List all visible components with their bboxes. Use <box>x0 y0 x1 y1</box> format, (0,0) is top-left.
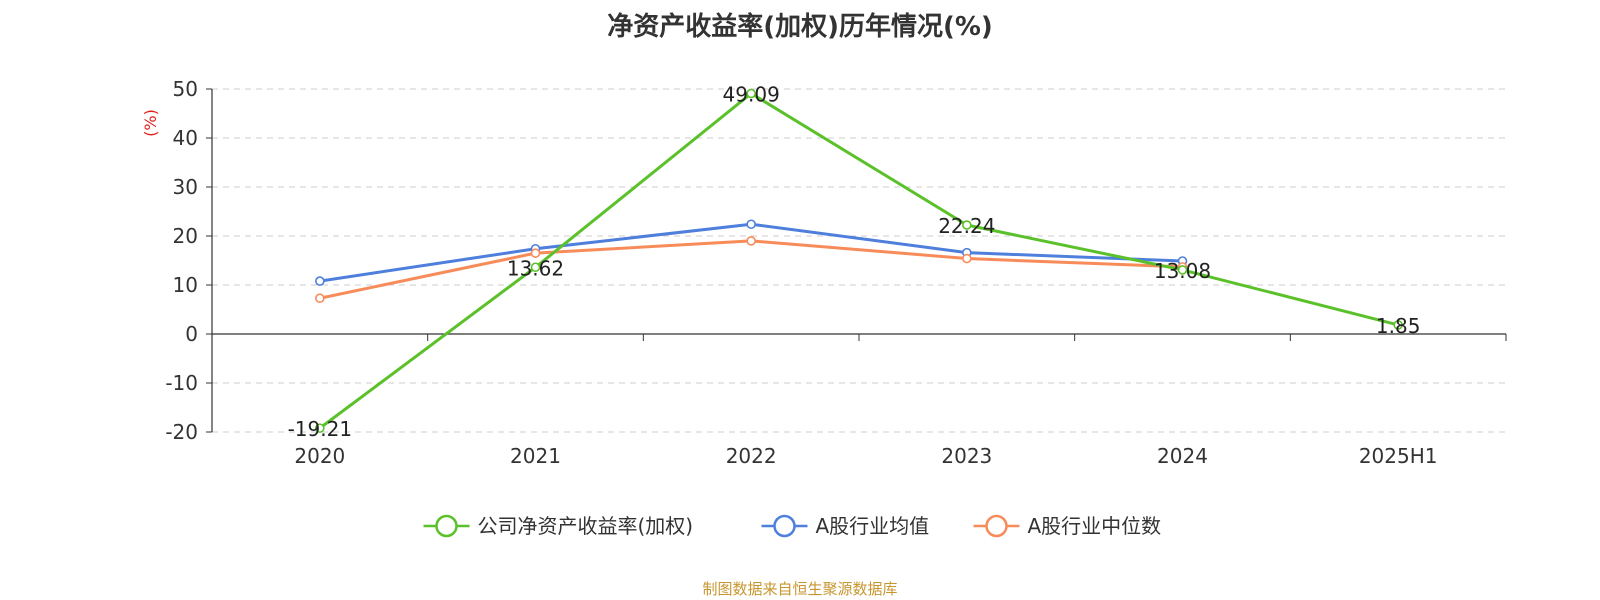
legend-swatch-marker <box>985 514 1008 538</box>
data-label: 1.85 <box>1376 314 1421 338</box>
y-tick-label: 10 <box>173 273 198 297</box>
legend-item-1: A股行业均值 <box>761 514 930 538</box>
data-label: 49.09 <box>723 82 780 106</box>
legend-swatch-marker <box>435 514 458 538</box>
data-point <box>1393 320 1403 330</box>
x-tick-label: 2020 <box>294 444 345 468</box>
y-tick-label: 20 <box>173 224 198 248</box>
data-point <box>746 88 756 99</box>
data-label: -19.21 <box>288 417 352 441</box>
legend-item-0: 公司净资产收益率(加权) <box>423 514 694 538</box>
data-labels: -19.21 13.62 49.09 22.24 13.08 1.85 <box>288 82 1421 441</box>
data-point <box>530 248 541 258</box>
data-label: 13.62 <box>507 256 564 280</box>
data-point <box>962 253 972 264</box>
series-line-0 <box>318 91 1399 430</box>
data-point <box>962 220 972 230</box>
legend: 公司净资产收益率(加权) A股行业均值 A股行业中位数 <box>423 514 1162 538</box>
series-lines <box>315 88 1403 433</box>
data-point <box>746 236 756 246</box>
data-point <box>315 276 325 286</box>
data-label: 22.24 <box>938 214 995 238</box>
legend-item-2: A股行业中位数 <box>973 514 1162 538</box>
grid-lines <box>212 88 1506 433</box>
y-tick-label: -10 <box>165 371 198 395</box>
y-axis-label: (%) <box>141 109 160 137</box>
legend-swatch-marker <box>773 514 796 538</box>
legend-label: A股行业均值 <box>816 514 930 538</box>
source-note: 制图数据来自恒生聚源数据库 <box>702 580 898 598</box>
y-tick-label: 50 <box>173 77 198 101</box>
x-tick-label: 2022 <box>726 444 777 468</box>
data-label: 13.08 <box>1154 259 1211 283</box>
data-point <box>315 293 325 304</box>
data-point <box>315 423 325 433</box>
legend-label: 公司净资产收益率(加权) <box>478 514 694 538</box>
y-tick-label: 40 <box>173 126 198 150</box>
axes: -20 -10 0 10 20 30 40 50 (%) 2020 2021 2022 2023 2024… <box>141 77 1507 468</box>
data-point <box>530 262 541 273</box>
x-tick-label: 2023 <box>941 444 992 468</box>
series-line-2 <box>319 239 1183 300</box>
x-tick-label: 2021 <box>510 444 561 468</box>
x-tick-label: 2024 <box>1157 444 1208 468</box>
x-tick-label: 2025H1 <box>1359 444 1438 468</box>
y-tick-label: -20 <box>165 420 198 444</box>
data-point <box>1177 265 1188 275</box>
legend-label: A股行业中位数 <box>1028 514 1162 538</box>
y-tick-label: 0 <box>185 322 198 346</box>
chart-title: 净资产收益率(加权)历年情况(%) <box>607 12 993 42</box>
data-point <box>746 219 756 230</box>
y-tick-label: 30 <box>173 175 198 199</box>
